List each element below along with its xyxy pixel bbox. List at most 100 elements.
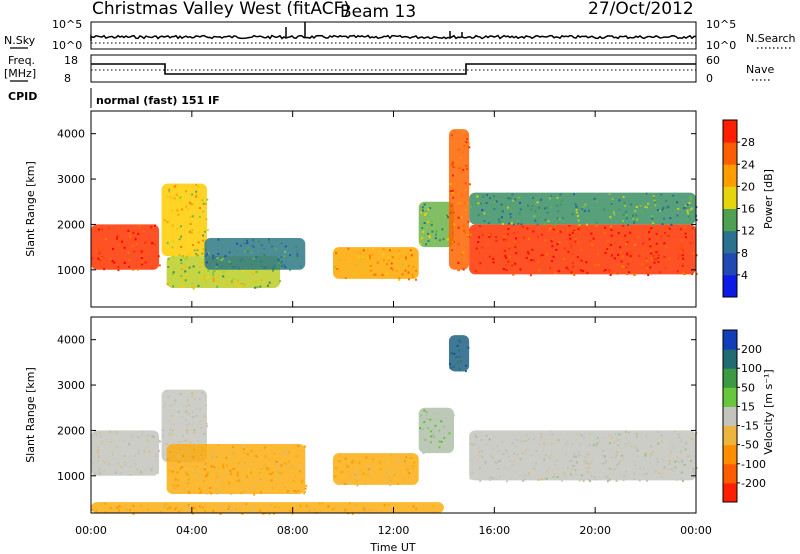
heatmap-cell xyxy=(308,510,310,512)
heatmap-cell xyxy=(163,505,166,508)
heatmap-cell xyxy=(509,197,512,200)
heatmap-cell xyxy=(443,437,446,440)
heatmap-cell xyxy=(549,267,551,270)
heatmap-cell xyxy=(557,270,560,273)
heatmap-cell xyxy=(268,512,271,515)
heatmap-cell xyxy=(351,461,354,464)
heatmap-cell xyxy=(104,238,107,241)
heatmap-cell xyxy=(604,269,607,271)
heatmap-cell xyxy=(291,512,294,515)
heatmap-cell xyxy=(284,452,287,455)
heatmap-cell xyxy=(427,208,430,211)
heatmap-cell xyxy=(207,269,210,272)
heatmap-cell xyxy=(183,488,186,491)
heatmap-cell xyxy=(657,229,660,232)
heatmap-cell xyxy=(670,450,673,453)
heatmap-cell xyxy=(652,254,655,257)
heatmap-cell xyxy=(381,273,384,276)
heatmap-cell xyxy=(571,262,574,265)
heatmap-cell xyxy=(502,223,504,225)
nsky-tick-low: 10^0 xyxy=(52,39,82,52)
heatmap-cell xyxy=(225,464,228,467)
heatmap-cell xyxy=(548,197,551,200)
heatmap-cell xyxy=(132,231,135,234)
heatmap-cell xyxy=(573,453,576,455)
heatmap-cell xyxy=(575,461,578,464)
heatmap-cell xyxy=(225,467,228,469)
heatmap-cell xyxy=(299,265,302,268)
heatmap-cell xyxy=(164,186,167,188)
heatmap-cell xyxy=(610,229,613,231)
heatmap-cell xyxy=(569,243,572,246)
heatmap-cell xyxy=(646,264,649,267)
heatmap-cell xyxy=(217,281,220,284)
heatmap-cell xyxy=(212,273,215,276)
heatmap-cell xyxy=(295,245,298,248)
heatmap-cell xyxy=(482,195,485,198)
heatmap-cell xyxy=(236,474,239,477)
heatmap-cell xyxy=(344,457,347,460)
heatmap-cell xyxy=(584,456,587,459)
heatmap-cell xyxy=(356,477,359,480)
heatmap-cell xyxy=(481,246,484,249)
heatmap-cell xyxy=(108,463,111,466)
heatmap-cell xyxy=(145,240,148,243)
heatmap-cell xyxy=(358,460,361,463)
heatmap-cell xyxy=(560,200,563,202)
heatmap-cell xyxy=(557,222,560,225)
heatmap-cell xyxy=(682,480,684,483)
heatmap-cell xyxy=(215,484,218,487)
heatmap-cell xyxy=(368,257,371,260)
heatmap-cell xyxy=(251,506,254,509)
heatmap-cell xyxy=(452,186,455,189)
heatmap-cell xyxy=(168,188,171,191)
heatmap-cell xyxy=(127,251,130,254)
heatmap-cell xyxy=(449,211,452,214)
heatmap-cell xyxy=(115,446,118,449)
heatmap-cell xyxy=(582,270,585,273)
heatmap-cell xyxy=(387,256,390,259)
heatmap-cell xyxy=(535,462,537,465)
heatmap-cell xyxy=(452,166,455,168)
heatmap-cell xyxy=(111,450,114,453)
heatmap-cell xyxy=(648,238,651,241)
heatmap-cell xyxy=(684,232,687,235)
heatmap-cell xyxy=(107,462,110,465)
heatmap-cell xyxy=(530,453,533,456)
heatmap-cell xyxy=(681,248,684,251)
heatmap-cell xyxy=(674,430,677,433)
heatmap-cell xyxy=(97,225,100,228)
heatmap-cell xyxy=(457,226,460,229)
heatmap-cell xyxy=(655,233,658,235)
heatmap-cell xyxy=(337,483,340,486)
heatmap-cell xyxy=(514,241,517,244)
heatmap-cell xyxy=(284,486,287,489)
heatmap-cell xyxy=(169,429,172,431)
heatmap-cell xyxy=(123,262,126,264)
heatmap-cell xyxy=(217,238,220,241)
heatmap-cell xyxy=(477,446,480,449)
heatmap-cell xyxy=(100,228,103,231)
heatmap-cell xyxy=(628,271,630,274)
heatmap-cell xyxy=(202,248,205,251)
heatmap-cell xyxy=(500,216,503,219)
heatmap-cell xyxy=(544,454,547,457)
heatmap-cell xyxy=(215,472,218,475)
heatmap-cell xyxy=(274,506,277,508)
heatmap-cell xyxy=(650,215,653,217)
heatmap-cell xyxy=(526,433,529,436)
heatmap-cell xyxy=(241,512,244,515)
heatmap-cell xyxy=(590,232,593,235)
heatmap-cell xyxy=(212,271,214,274)
colorbar-tick-label: -100 xyxy=(741,458,766,471)
heatmap-cell xyxy=(572,464,575,467)
heatmap-cell xyxy=(657,254,660,257)
heatmap-cell xyxy=(166,390,169,393)
heatmap-cell xyxy=(192,506,195,509)
heatmap-cell xyxy=(176,184,179,187)
heatmap-cell xyxy=(146,434,149,437)
heatmap-cell xyxy=(679,228,682,231)
heatmap-cell xyxy=(111,453,114,456)
heatmap-cell xyxy=(272,486,275,489)
heatmap-cell xyxy=(113,261,116,264)
